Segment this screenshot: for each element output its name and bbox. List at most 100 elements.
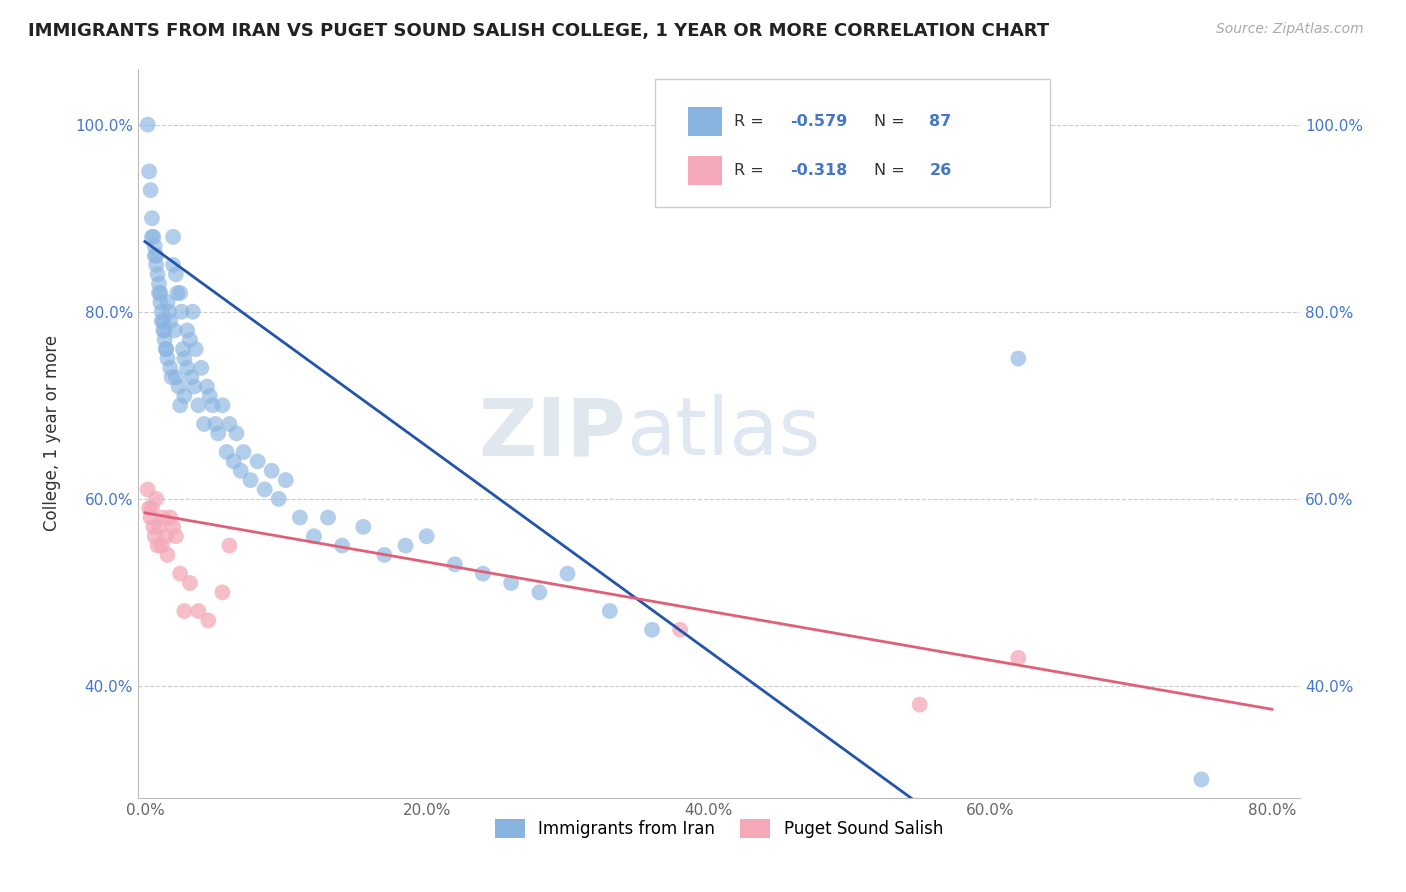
Point [195, 379, 218, 393]
Point [316, 510, 339, 524]
Point [211, 398, 233, 412]
Point [156, 295, 179, 310]
Point [155, 342, 177, 356]
Point [139, 183, 162, 197]
Point [155, 529, 177, 543]
Point [149, 295, 172, 310]
Point [225, 426, 247, 441]
Point [179, 576, 201, 591]
Point [394, 539, 416, 553]
Point [170, 304, 193, 318]
Point [599, 604, 621, 618]
Point [229, 464, 252, 478]
FancyBboxPatch shape [688, 107, 723, 136]
Point [165, 529, 187, 543]
Point [198, 389, 221, 403]
Text: ZIP: ZIP [478, 394, 626, 473]
Text: R =: R = [734, 163, 769, 178]
Point [173, 604, 195, 618]
Point [167, 379, 190, 393]
Point [138, 164, 160, 178]
Point [159, 314, 181, 328]
Text: Source: ZipAtlas.com: Source: ZipAtlas.com [1216, 22, 1364, 37]
Point [253, 483, 276, 497]
Point [557, 566, 579, 581]
Point [908, 698, 931, 712]
Point [153, 323, 176, 337]
Point [157, 304, 180, 318]
Point [138, 501, 160, 516]
Point [218, 417, 240, 431]
Point [472, 566, 495, 581]
Point [169, 398, 191, 412]
Point [149, 285, 172, 300]
Point [148, 277, 170, 291]
Point [166, 285, 188, 300]
Point [150, 314, 173, 328]
Point [150, 304, 173, 318]
Point [145, 258, 167, 272]
Point [197, 614, 219, 628]
Point [176, 360, 198, 375]
Point [173, 389, 195, 403]
Text: -0.318: -0.318 [790, 163, 846, 178]
Point [669, 623, 692, 637]
Point [136, 483, 159, 497]
Point [183, 379, 205, 393]
Point [187, 398, 209, 412]
Point [136, 118, 159, 132]
Point [146, 539, 169, 553]
Point [152, 314, 174, 328]
Text: R =: R = [734, 114, 769, 129]
Point [162, 520, 184, 534]
Point [163, 323, 186, 337]
Point [222, 454, 245, 468]
Point [184, 342, 207, 356]
Legend: Immigrants from Iran, Puget Sound Salish: Immigrants from Iran, Puget Sound Salish [488, 812, 949, 845]
Point [148, 520, 170, 534]
Point [330, 539, 353, 553]
Point [1189, 772, 1212, 787]
Point [159, 360, 181, 375]
Text: 26: 26 [929, 163, 952, 178]
Point [181, 304, 204, 318]
Point [187, 604, 209, 618]
Point [190, 360, 212, 375]
Point [141, 501, 163, 516]
Point [159, 510, 181, 524]
Point [143, 239, 166, 253]
Point [152, 510, 174, 524]
Point [148, 285, 170, 300]
Point [165, 268, 187, 282]
Point [246, 454, 269, 468]
Point [143, 249, 166, 263]
Point [239, 473, 262, 487]
Point [207, 426, 229, 441]
Point [260, 464, 283, 478]
Point [152, 323, 174, 337]
FancyBboxPatch shape [655, 79, 1050, 207]
Point [142, 230, 165, 244]
Text: 87: 87 [929, 114, 952, 129]
Point [141, 230, 163, 244]
Point [156, 548, 179, 562]
Point [274, 473, 297, 487]
Point [176, 323, 198, 337]
Point [302, 529, 325, 543]
Point [179, 333, 201, 347]
Point [288, 510, 311, 524]
Point [143, 529, 166, 543]
Point [150, 539, 173, 553]
Point [529, 585, 551, 599]
Text: atlas: atlas [626, 394, 820, 473]
Point [232, 445, 254, 459]
Point [160, 370, 183, 384]
Point [172, 342, 194, 356]
Point [501, 576, 523, 591]
Point [169, 566, 191, 581]
FancyBboxPatch shape [688, 156, 723, 186]
Point [443, 558, 465, 572]
Point [142, 520, 165, 534]
Point [215, 445, 238, 459]
Point [145, 249, 167, 263]
